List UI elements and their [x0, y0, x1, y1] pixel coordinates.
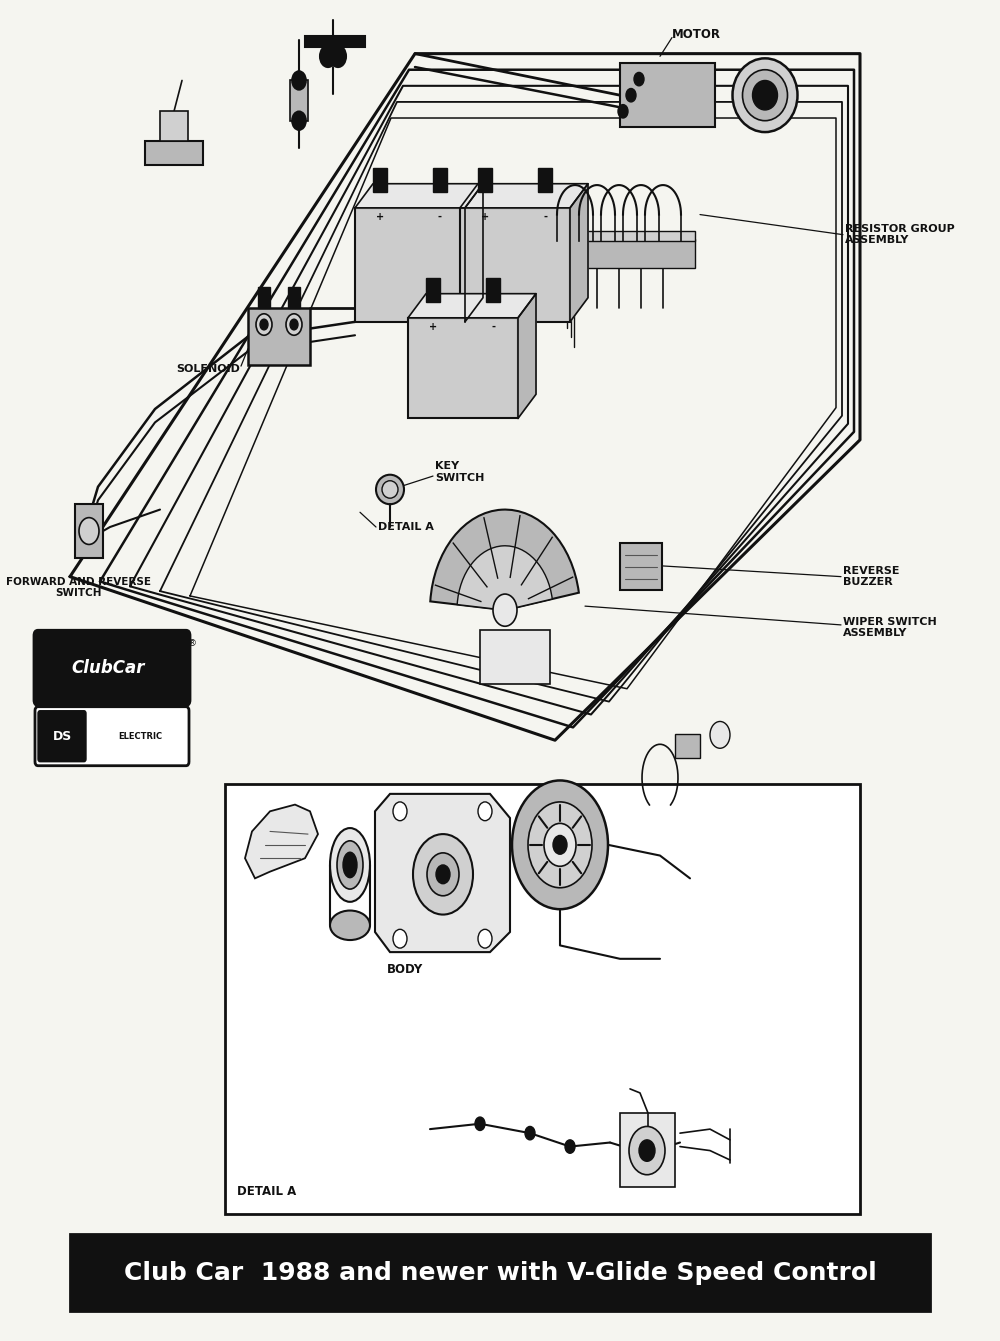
- Wedge shape: [457, 546, 552, 610]
- Polygon shape: [465, 184, 483, 322]
- Text: +: +: [429, 322, 437, 331]
- Bar: [620, 543, 662, 590]
- Bar: [620, 1113, 675, 1187]
- Circle shape: [292, 71, 306, 90]
- FancyBboxPatch shape: [34, 630, 190, 705]
- Ellipse shape: [330, 911, 370, 940]
- Bar: [305, 36, 365, 47]
- Bar: [258, 287, 270, 308]
- Ellipse shape: [330, 829, 370, 902]
- Bar: [225, 784, 860, 1214]
- Circle shape: [478, 802, 492, 821]
- Bar: [480, 630, 550, 684]
- Bar: [538, 168, 552, 192]
- Circle shape: [525, 1126, 535, 1140]
- Bar: [550, 239, 695, 268]
- Text: ®: ®: [188, 640, 197, 648]
- Text: DETAIL A: DETAIL A: [378, 522, 434, 532]
- Circle shape: [436, 865, 450, 884]
- Text: FORWARD AND REVERSE
SWITCH: FORWARD AND REVERSE SWITCH: [6, 577, 150, 598]
- Bar: [160, 111, 188, 141]
- Circle shape: [629, 1126, 665, 1175]
- Text: WIPER SWITCH
ASSEMBLY: WIPER SWITCH ASSEMBLY: [843, 617, 937, 638]
- Circle shape: [639, 1140, 655, 1161]
- Circle shape: [286, 314, 302, 335]
- Circle shape: [512, 780, 608, 909]
- Polygon shape: [408, 294, 536, 318]
- Polygon shape: [245, 805, 318, 878]
- Circle shape: [256, 314, 272, 335]
- Text: SOLENOID: SOLENOID: [176, 363, 240, 374]
- Ellipse shape: [337, 841, 363, 889]
- Ellipse shape: [343, 853, 357, 878]
- Bar: [288, 287, 300, 308]
- Polygon shape: [375, 794, 510, 952]
- Ellipse shape: [732, 58, 798, 133]
- Circle shape: [634, 72, 644, 86]
- Bar: [145, 141, 203, 165]
- Text: DETAIL A: DETAIL A: [237, 1184, 296, 1198]
- Bar: [248, 308, 310, 365]
- Polygon shape: [460, 184, 588, 208]
- Circle shape: [413, 834, 473, 915]
- Polygon shape: [570, 184, 588, 322]
- Circle shape: [260, 319, 268, 330]
- Text: DS: DS: [52, 730, 72, 743]
- Wedge shape: [430, 510, 579, 610]
- FancyBboxPatch shape: [38, 711, 86, 762]
- Ellipse shape: [382, 481, 398, 499]
- Bar: [426, 278, 440, 302]
- Circle shape: [290, 319, 298, 330]
- Text: BODY: BODY: [387, 963, 423, 976]
- Circle shape: [626, 89, 636, 102]
- Bar: [478, 168, 492, 192]
- Circle shape: [427, 853, 459, 896]
- Polygon shape: [518, 294, 536, 418]
- Circle shape: [565, 1140, 575, 1153]
- Bar: [408, 318, 518, 418]
- Circle shape: [710, 721, 730, 748]
- Bar: [355, 208, 465, 322]
- Text: ELECTRIC: ELECTRIC: [118, 732, 162, 740]
- Circle shape: [320, 46, 336, 67]
- Bar: [550, 231, 695, 241]
- Circle shape: [618, 105, 628, 118]
- Circle shape: [553, 835, 567, 854]
- Ellipse shape: [753, 80, 778, 110]
- Circle shape: [475, 1117, 485, 1130]
- Bar: [70, 1234, 930, 1311]
- Text: -: -: [438, 212, 442, 221]
- Text: -: -: [491, 322, 495, 331]
- Circle shape: [544, 823, 576, 866]
- Circle shape: [79, 518, 99, 544]
- Bar: [290, 80, 308, 121]
- Bar: [433, 168, 447, 192]
- Text: +: +: [481, 212, 489, 221]
- Text: +: +: [376, 212, 384, 221]
- Circle shape: [393, 929, 407, 948]
- Bar: [486, 278, 500, 302]
- Bar: [675, 734, 700, 758]
- Bar: [373, 168, 387, 192]
- Ellipse shape: [742, 70, 788, 121]
- Text: ClubCar: ClubCar: [71, 658, 145, 677]
- Text: RESISTOR GROUP
ASSEMBLY: RESISTOR GROUP ASSEMBLY: [845, 224, 955, 245]
- Bar: [620, 63, 715, 127]
- Circle shape: [478, 929, 492, 948]
- Circle shape: [292, 111, 306, 130]
- Polygon shape: [355, 184, 483, 208]
- Text: KEY
SWITCH: KEY SWITCH: [435, 461, 484, 483]
- Bar: [75, 504, 103, 558]
- FancyBboxPatch shape: [35, 707, 189, 766]
- Circle shape: [393, 802, 407, 821]
- Text: REVERSE
BUZZER: REVERSE BUZZER: [843, 566, 900, 587]
- Text: -: -: [543, 212, 547, 221]
- Text: Club Car  1988 and newer with V-Glide Speed Control: Club Car 1988 and newer with V-Glide Spe…: [124, 1261, 876, 1285]
- Text: MOTOR: MOTOR: [672, 28, 721, 42]
- Ellipse shape: [376, 475, 404, 504]
- Bar: [460, 208, 570, 322]
- Circle shape: [493, 594, 517, 626]
- Circle shape: [330, 46, 346, 67]
- Circle shape: [528, 802, 592, 888]
